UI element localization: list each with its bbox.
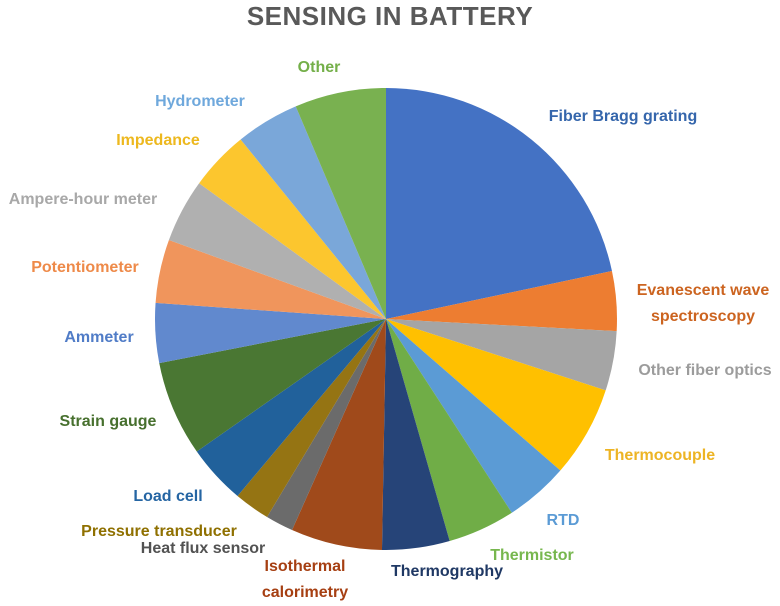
pie-slice-thermography: [381, 319, 450, 550]
pie-slice-isothermal-calorimetry: [292, 319, 386, 550]
pie-slice-potentiometer: [155, 239, 386, 319]
pie-slice-thermistor: [386, 319, 512, 542]
pie-slice-thermocouple: [386, 319, 606, 471]
pie-slice-hydrometer: [240, 106, 386, 319]
pie-slice-ampere-hour-meter: [168, 183, 386, 319]
pie-slice-impedance: [199, 139, 386, 319]
pie-slice-strain-gauge: [159, 319, 386, 452]
pie-slice-heat-flux-sensor: [267, 319, 386, 531]
pie-slice-evanescent-wave-spectroscopy: [386, 270, 617, 332]
pie-slice-ammeter: [154, 302, 386, 364]
chart-title: SENSING IN BATTERY: [246, 1, 534, 31]
pie-slice-fiber-bragg-grating: [386, 88, 612, 319]
pie-slice-load-cell: [196, 319, 386, 496]
pie-slice-pressure-transducer: [237, 319, 386, 518]
pie-slice-other: [295, 88, 386, 319]
pie-slice-rtd: [386, 319, 561, 513]
pie-slice-other-fiber-optics: [386, 319, 617, 391]
